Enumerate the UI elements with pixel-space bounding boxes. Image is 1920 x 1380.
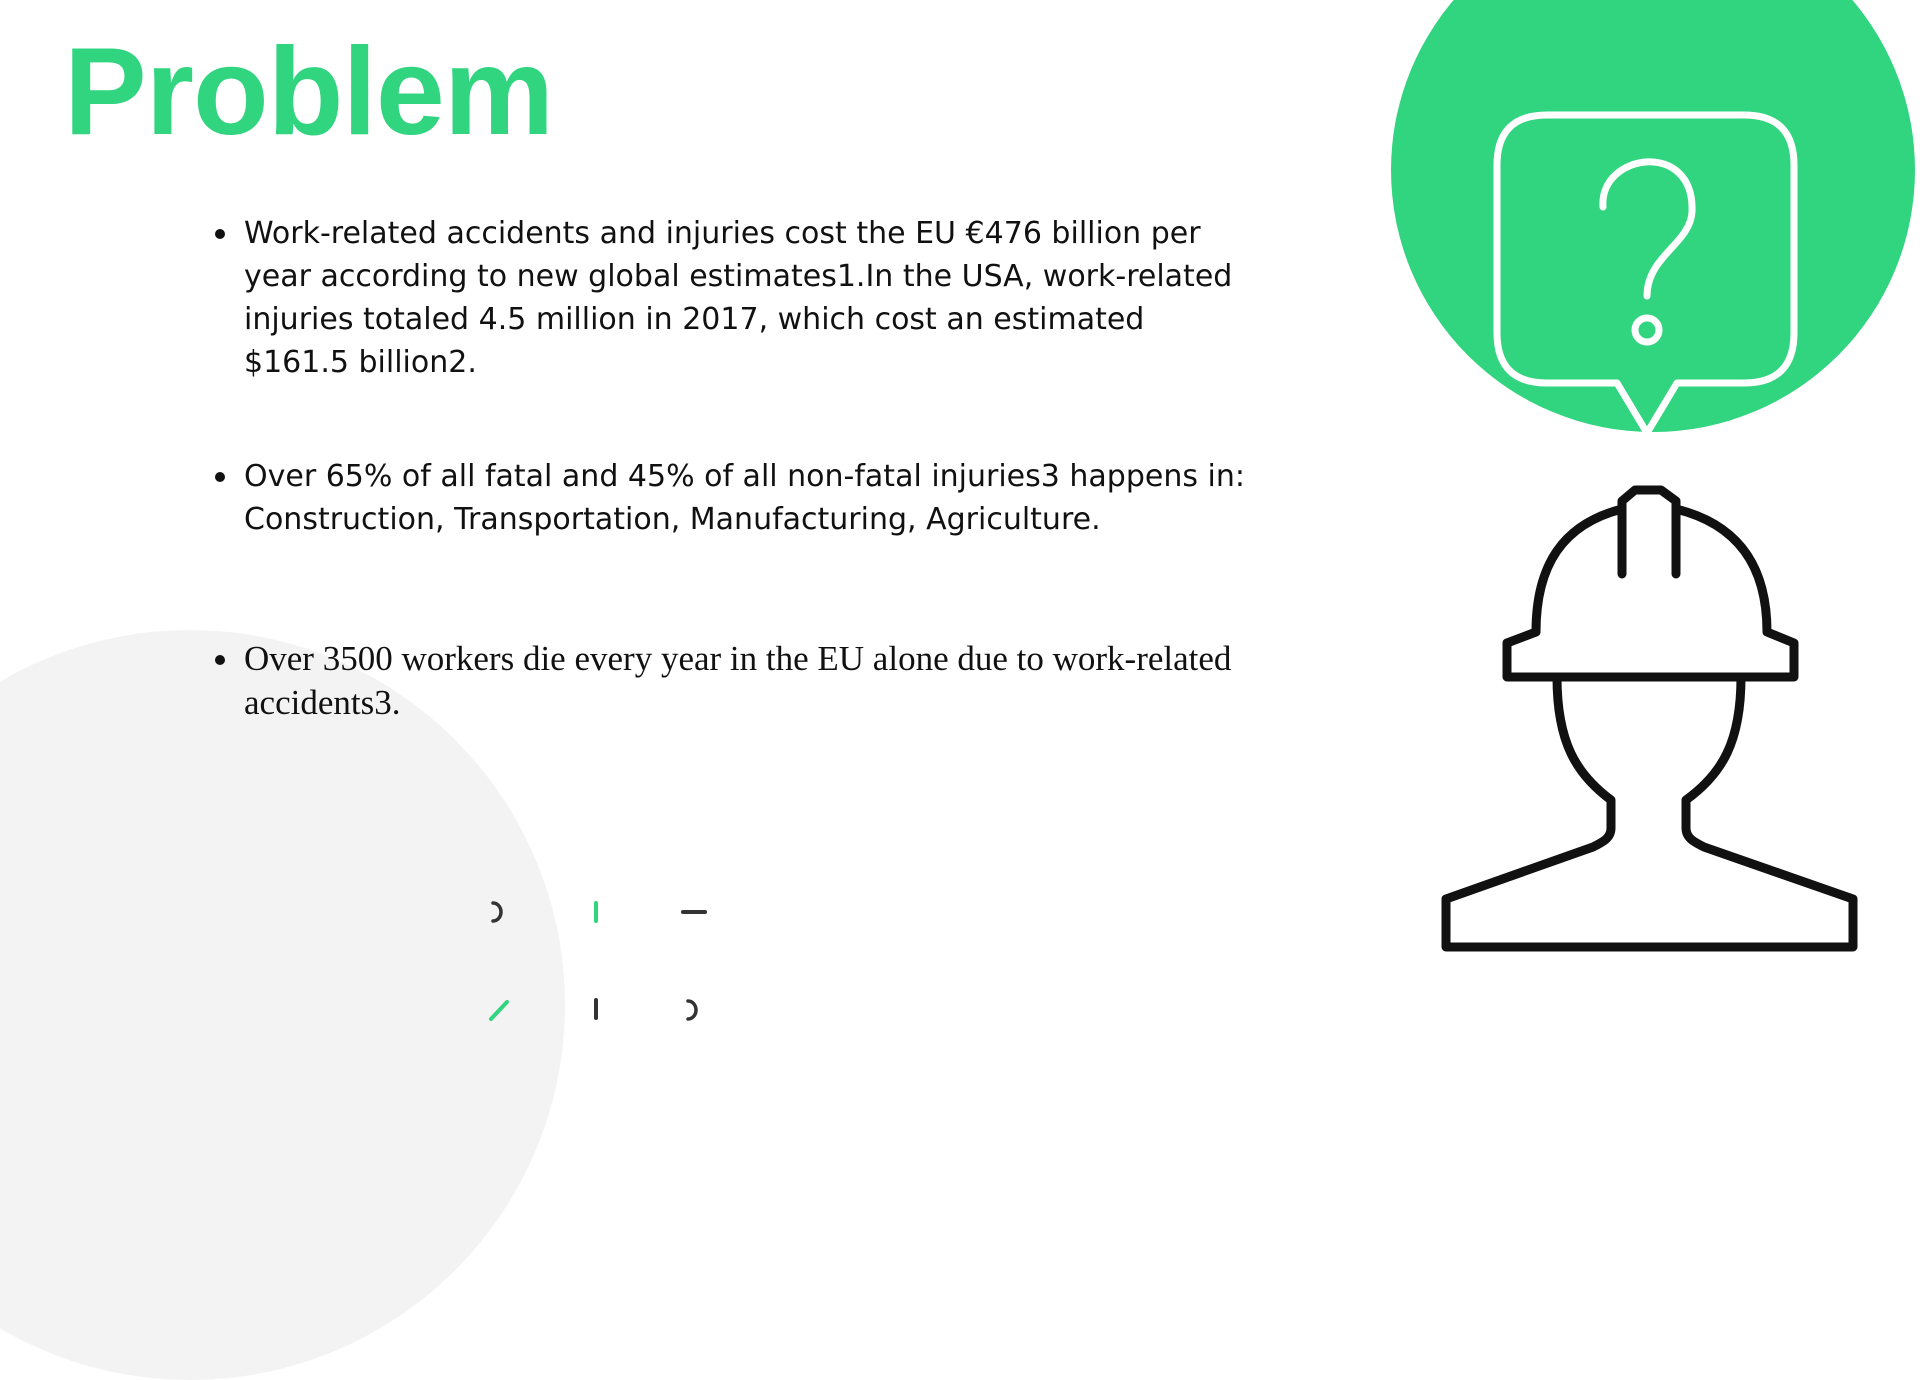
page-title: Problem: [64, 23, 554, 161]
hard-hat-worker-icon: [1441, 485, 1858, 952]
hard-hat-dome: [1502, 504, 1799, 682]
question-mark-speech-bubble-icon: [1391, 0, 1915, 437]
hard-hat-ridge: [1617, 485, 1681, 579]
bullet-dot: [215, 229, 225, 239]
diagonal-tick-icon: [489, 1000, 509, 1021]
bullet-dot: [215, 472, 225, 482]
bullet-item: Work-related accidents and injuries cost…: [215, 212, 1255, 384]
bullet-item: Over 3500 workers die every year in the …: [215, 637, 1255, 725]
bullet-text: Over 65% of all fatal and 45% of all non…: [244, 459, 1245, 537]
bullet-item: Over 65% of all fatal and 45% of all non…: [215, 455, 1255, 541]
bullet-dot: [215, 655, 225, 665]
speech-bubble-outline: [1493, 111, 1798, 437]
question-mark-dot: [1631, 314, 1663, 346]
arc-icon: [491, 901, 503, 923]
bullet-text: Over 3500 workers die every year in the …: [244, 639, 1232, 722]
arc-icon: [686, 999, 698, 1021]
illustration: [1391, 0, 1915, 952]
green-circle: [1391, 0, 1915, 432]
bullet-text: Work-related accidents and injuries cost…: [244, 216, 1233, 380]
decorative-marks: [489, 901, 707, 1021]
question-mark-stroke: [1599, 158, 1696, 300]
worker-body: [1441, 672, 1858, 952]
